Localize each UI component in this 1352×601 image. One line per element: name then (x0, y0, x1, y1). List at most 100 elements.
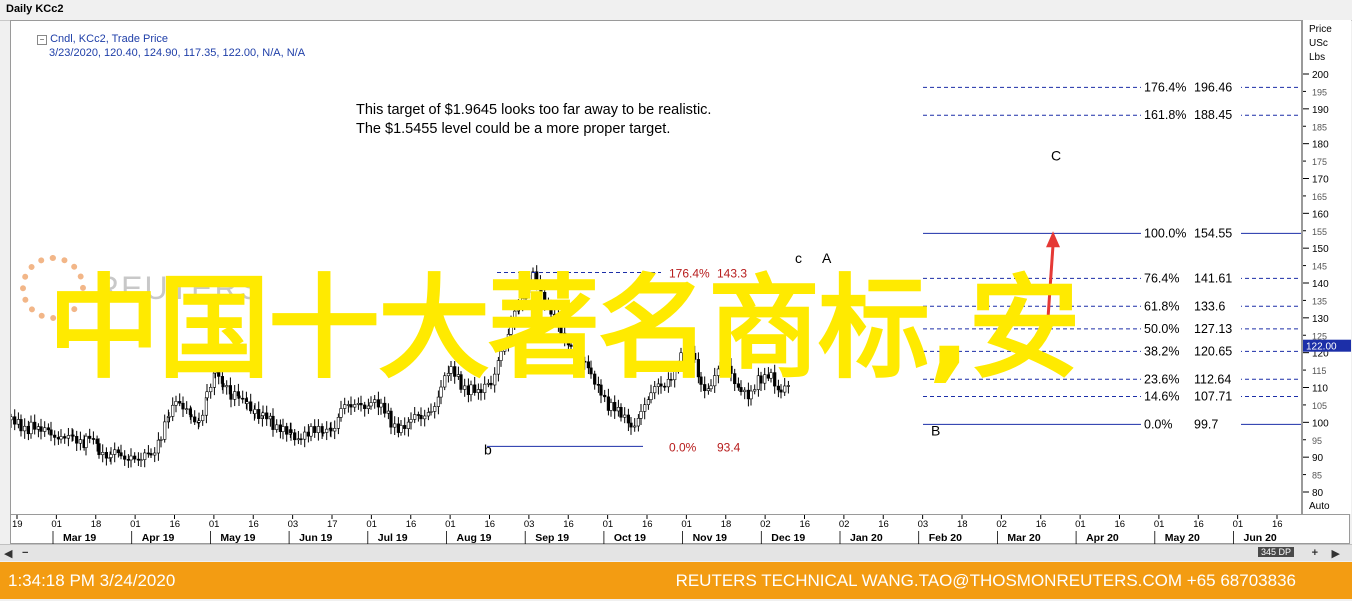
price-tick-label: 155 (1312, 227, 1327, 237)
candle-body (126, 459, 130, 461)
candle-body (553, 313, 557, 316)
candle-body (513, 310, 517, 324)
candle-body (524, 286, 528, 299)
scroll-left-icon[interactable]: ◀ (4, 548, 13, 560)
candle-body (769, 372, 773, 379)
candle-body (49, 429, 53, 436)
candle-body (241, 397, 245, 400)
price-axis-header: Price (1309, 24, 1332, 35)
candle-body (446, 373, 451, 377)
price-tick-label: 110 (1312, 384, 1328, 395)
candle-body (205, 391, 209, 399)
legend-values: 3/23/2020, 120.40, 124.90, 117.35, 122.0… (49, 47, 306, 59)
price-tick-label: 200 (1312, 70, 1329, 81)
candle-body (609, 402, 613, 411)
candle-body (366, 405, 371, 409)
candle-body (213, 369, 217, 374)
candle-body (636, 418, 640, 427)
fib-bc-label-bg (1141, 371, 1241, 387)
candle-body (469, 384, 473, 395)
candle-body (759, 375, 763, 384)
candle-body (709, 385, 713, 390)
candle-body (225, 385, 229, 388)
candle-body (285, 426, 289, 435)
fib-bc-label-pct: 176.4% (1144, 80, 1186, 94)
candle-body (726, 363, 730, 367)
candle-body (683, 352, 687, 356)
candle-body (528, 280, 532, 287)
candle-body (556, 314, 560, 326)
candle-body (653, 386, 657, 394)
legend-toggle-icon[interactable]: − (37, 35, 47, 45)
zoom-out-icon[interactable]: − (22, 547, 29, 559)
candle-body (669, 378, 673, 381)
candle-body (11, 416, 13, 421)
candle-body (356, 403, 361, 405)
candle-body (119, 452, 123, 457)
candle-body (436, 396, 441, 407)
candle-body (26, 425, 31, 435)
price-tick-label: 165 (1312, 192, 1327, 202)
fib-bc-label-bg (1141, 343, 1241, 359)
price-chart[interactable]: 0.0% 93.4 176.4% 143.3 176.4% 196.46 161.8% 188… (11, 21, 1301, 515)
candle-body (576, 353, 580, 361)
candle-body (321, 432, 325, 434)
candle-body (696, 359, 700, 378)
fib-bc-label-value: 107.71 (1194, 389, 1232, 403)
reuters-logo-text: REUTERS (96, 270, 263, 306)
candle-body (353, 404, 357, 408)
candle-body (626, 414, 630, 424)
candle-body (167, 416, 171, 418)
zoom-in-icon[interactable]: + (1311, 547, 1318, 559)
candle-body (174, 401, 178, 406)
wave-label: c (795, 250, 802, 266)
candle-body (278, 424, 283, 432)
chart-panel[interactable]: 0.0% 93.4 176.4% 143.3 176.4% 196.46 161.8% 188… (10, 20, 1302, 516)
target-arrow-shaft (1045, 245, 1055, 333)
candle-body (739, 387, 743, 393)
candle-body (29, 421, 33, 435)
candle-body (159, 439, 163, 441)
date-day-label: 16 (878, 519, 889, 530)
candle-body (736, 383, 740, 388)
price-axis-header: Lbs (1309, 52, 1325, 63)
candle-body (116, 449, 120, 453)
candle-body (271, 415, 275, 430)
price-tick-label: 175 (1312, 157, 1327, 167)
candle-body (197, 420, 201, 423)
candle-body (325, 428, 329, 433)
chart-scrollbar[interactable]: ◀ − 345 DP + ▶ (0, 544, 1352, 561)
candle-body (313, 426, 317, 433)
target-arrow-head (1046, 231, 1060, 248)
candle-body (104, 452, 108, 459)
candle-body (349, 404, 353, 408)
date-month-label: May 20 (1165, 532, 1200, 544)
scroll-right-icon[interactable]: ▶ (1331, 548, 1340, 560)
candle-body (423, 415, 427, 420)
date-axis[interactable]: 19 01 18 01 16 01 16 03 17 01 16 01 16 03 16 01 16 01 18 02… (10, 514, 1350, 545)
candle-body (193, 416, 197, 423)
fib-bc-label-value: 127.13 (1194, 322, 1232, 336)
candle-body (499, 350, 503, 361)
date-day-label: 01 (1075, 519, 1086, 530)
date-day-label: 16 (1272, 519, 1283, 530)
candle-body (63, 436, 67, 439)
price-tick-label: 160 (1312, 209, 1329, 220)
date-day-label: 16 (563, 519, 574, 530)
price-tick-label: 80 (1312, 488, 1324, 499)
date-day-label: 03 (524, 519, 535, 530)
price-tick-label: 145 (1312, 262, 1327, 272)
candle-body (84, 435, 88, 448)
candle-body (449, 366, 453, 374)
candle-body (443, 375, 447, 388)
candle-body (386, 410, 391, 414)
candle-body (281, 426, 285, 432)
candle-body (749, 390, 753, 400)
price-tick-label: 85 (1312, 471, 1322, 481)
candle-body (66, 435, 70, 439)
price-axis[interactable]: Price USc Lbs 80 85 90 95 100 105 110 115 120 125 130… (1302, 20, 1351, 514)
price-axis-auto-label: Auto (1309, 501, 1330, 512)
candle-body (579, 360, 583, 362)
candle-body (43, 427, 47, 432)
date-day-label: 02 (760, 519, 771, 530)
